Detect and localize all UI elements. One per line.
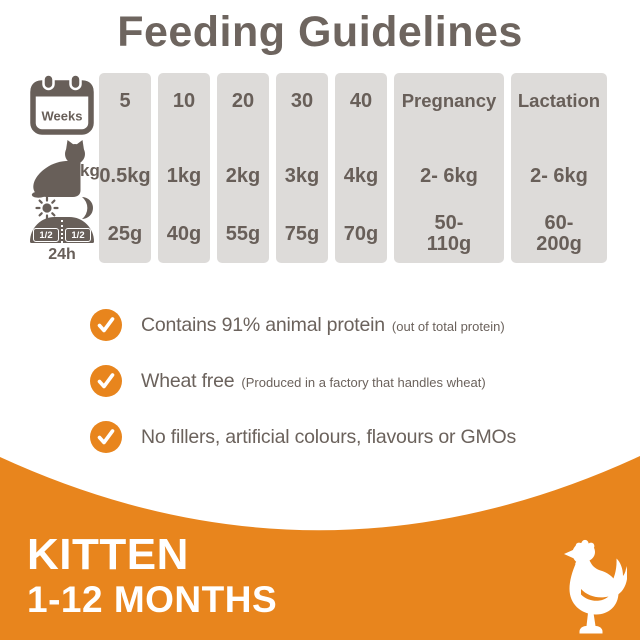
feeding-table: Weeks kg (28, 73, 607, 269)
benefit-text: No fillers, artificial colours, flavours… (141, 425, 517, 448)
hours-label: 24h (48, 246, 76, 263)
product-age-range: 1-12 MONTHS (27, 579, 278, 620)
benefit-text: Contains 91% animal protein (141, 313, 385, 336)
amount-value: 60- 200g (536, 212, 582, 255)
amount-value: 75g (284, 222, 320, 245)
half-portion-right: 1/2 (65, 228, 91, 242)
column-20-weeks: 20 2kg 55g (217, 73, 269, 263)
column-10-weeks: 10 1kg 40g (158, 73, 210, 263)
weight-value: 2- 6kg (420, 164, 478, 187)
calendar-icon: Weeks (30, 73, 94, 135)
column-lactation: Lactation 2- 6kg 60- 200g (511, 73, 607, 263)
list-item: No fillers, artificial colours, flavours… (90, 421, 523, 453)
cat-icon (31, 140, 85, 198)
page-title: Feeding Guidelines (117, 8, 523, 56)
list-item: Wheat free (Produced in a factory that h… (90, 365, 523, 397)
day-night-icons (35, 196, 95, 220)
benefit-text: Wheat free (141, 369, 235, 392)
check-icon (90, 421, 122, 453)
amount-value: 25g (107, 222, 143, 245)
column-header: 10 (172, 89, 196, 112)
amount-value: 50- 110g (426, 212, 472, 255)
column-header: Lactation (517, 90, 601, 111)
moon-icon (82, 197, 93, 219)
column-pregnancy: Pregnancy 2- 6kg 50- 110g (394, 73, 504, 263)
benefit-note: (Produced in a factory that handles whea… (241, 374, 486, 390)
table-row-icons: Weeks kg (28, 73, 100, 269)
benefit-note: (out of total protein) (391, 318, 505, 334)
column-header: 5 (119, 89, 131, 112)
weight-value: 3kg (284, 164, 320, 187)
column-5-weeks: 5 0.5kg 25g (99, 73, 151, 263)
column-30-weeks: 30 3kg 75g (276, 73, 328, 263)
half-divider (61, 220, 63, 243)
food-bowl-icon: 1/2 1/2 (30, 217, 94, 243)
table-columns: 5 0.5kg 25g 10 1kg 40g 20 2kg 55g (99, 73, 607, 269)
weight-value: 0.5kg (99, 164, 151, 187)
weight-value: 1kg (166, 164, 202, 187)
column-header: 20 (231, 89, 255, 112)
hen-icon (564, 539, 627, 634)
amount-value: 55g (225, 222, 261, 245)
weight-value: 2- 6kg (530, 164, 588, 187)
column-header: 30 (290, 89, 314, 112)
weeks-label: Weeks (42, 109, 83, 124)
product-banner: KITTEN 1-12 MONTHS (0, 454, 640, 640)
kg-unit-label: kg (80, 161, 100, 180)
column-40-weeks: 40 4kg 70g (335, 73, 387, 263)
check-icon (90, 365, 122, 397)
banner-curve (0, 454, 640, 531)
column-header: Pregnancy (401, 90, 497, 111)
half-portion-left: 1/2 (33, 228, 59, 242)
weight-value: 2kg (225, 164, 261, 187)
amount-value: 40g (166, 222, 202, 245)
column-header: 40 (349, 89, 373, 112)
weight-value: 4kg (343, 164, 379, 187)
list-item: Contains 91% animal protein (out of tota… (90, 309, 523, 341)
product-name: KITTEN (27, 530, 189, 579)
amount-value: 70g (343, 222, 379, 245)
benefit-list: Contains 91% animal protein (out of tota… (90, 309, 523, 477)
check-icon (90, 309, 122, 341)
